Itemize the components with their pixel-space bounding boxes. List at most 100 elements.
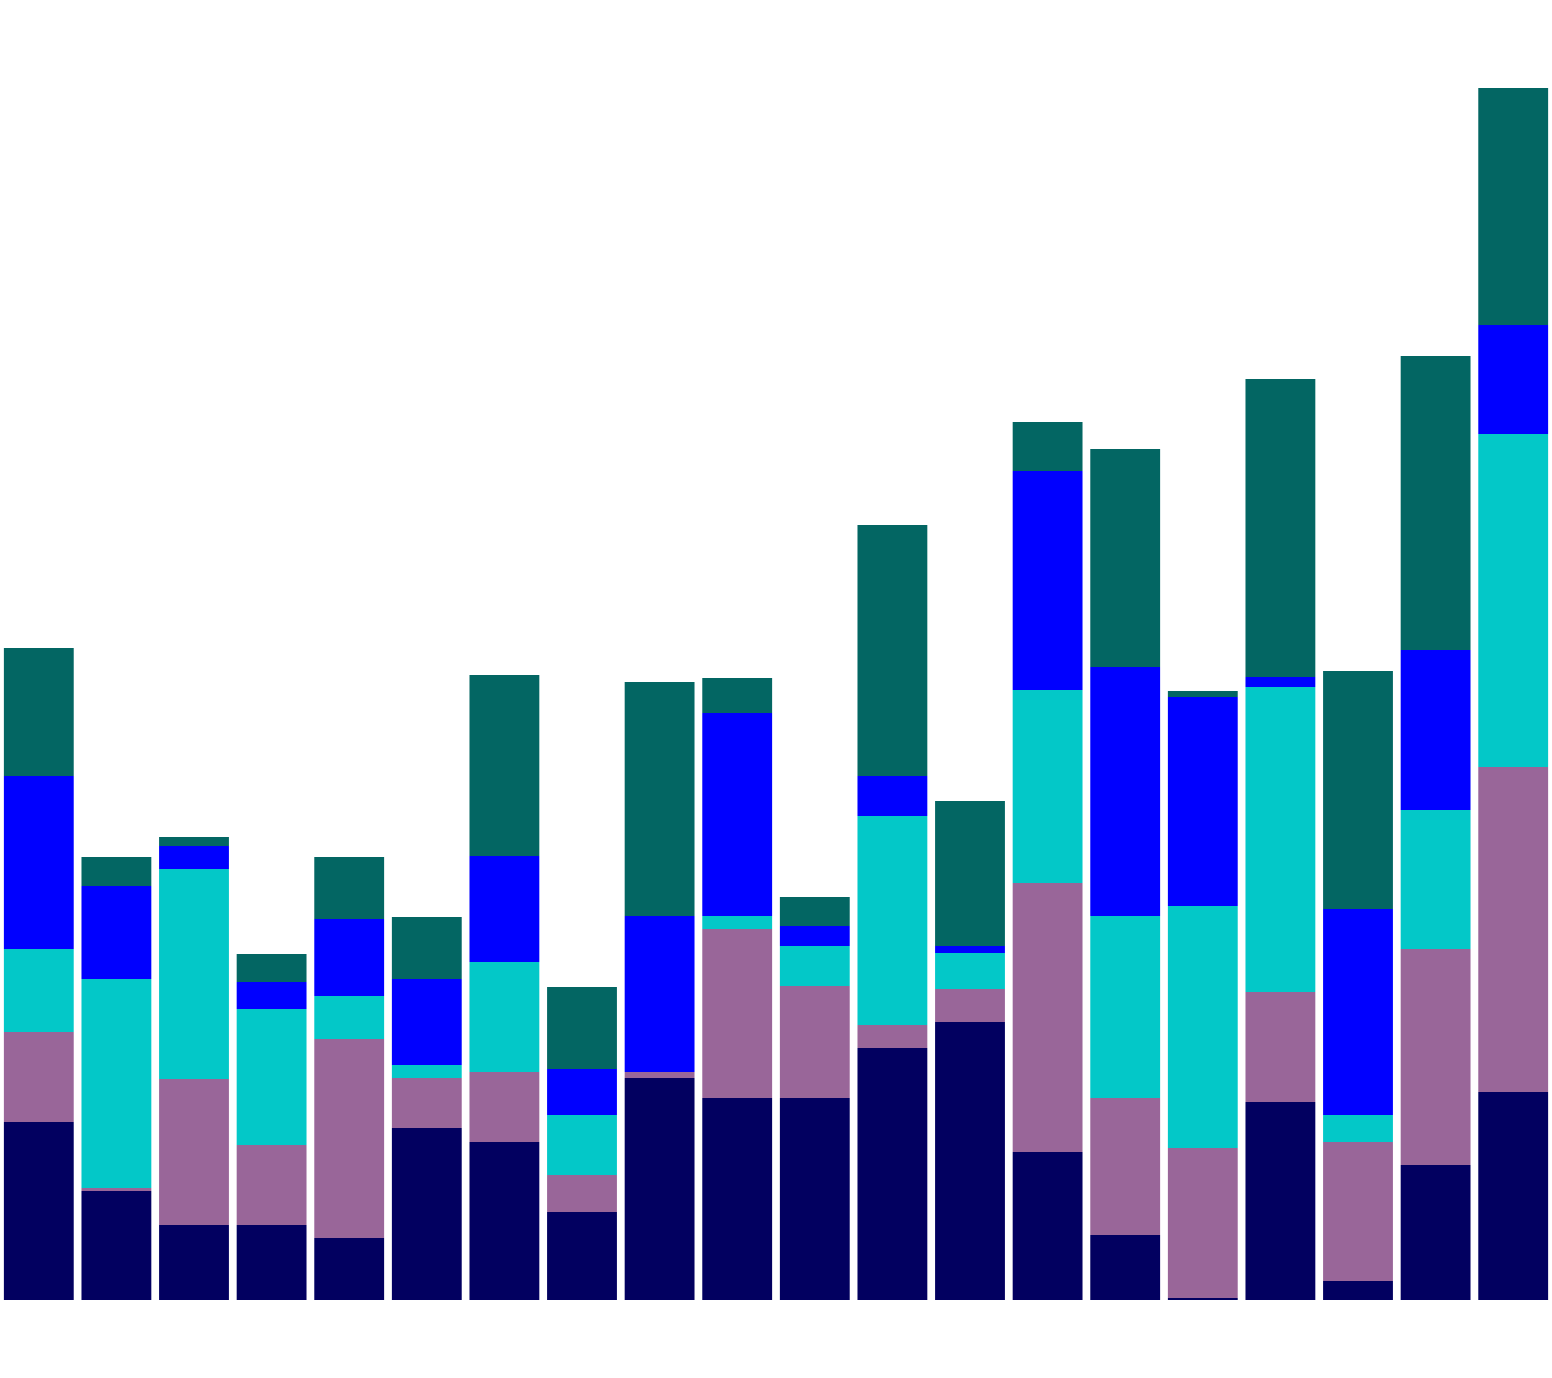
bar-segment (702, 713, 773, 916)
bar-segment (1323, 1115, 1393, 1142)
bar-segment (1400, 1165, 1471, 1300)
bar-segment (1167, 906, 1238, 1148)
bar-segment (935, 953, 1005, 989)
bar-segment (159, 869, 229, 1079)
bar-segment (702, 929, 773, 1098)
bar-segment (81, 1191, 152, 1300)
bar-segment (624, 916, 695, 1072)
bar-segment (702, 678, 773, 713)
bar-segment (1245, 1102, 1316, 1300)
bar-segment (314, 996, 385, 1039)
bar-segment (81, 886, 152, 979)
bar-segment (935, 801, 1005, 946)
bar-segment (779, 926, 850, 946)
bar-segment (1400, 356, 1471, 650)
bar-segment (469, 675, 540, 856)
bar-segment (1478, 1092, 1549, 1300)
bar-segment (1245, 992, 1316, 1102)
bar-segment (314, 919, 385, 996)
bar-segment (857, 1048, 928, 1300)
bar-segment (469, 1072, 540, 1142)
bar-segment (391, 917, 462, 979)
bar-segment (391, 979, 462, 1065)
bar-segment (1090, 1235, 1161, 1300)
bar-segment (1012, 690, 1083, 883)
bar-segment (1400, 949, 1471, 1165)
bar-segment (314, 1039, 385, 1238)
bar-segment (547, 1115, 617, 1175)
bar-segment (547, 1069, 617, 1115)
bar-segment (81, 979, 152, 1188)
bar-segment (159, 837, 229, 846)
bar-segment (469, 856, 540, 962)
bar-segment (236, 1225, 307, 1300)
bar-segment (1323, 1281, 1393, 1300)
bar-segment (3, 1032, 74, 1122)
bar-segment (547, 987, 617, 1069)
bar-segment (314, 857, 385, 919)
bar-segment (1478, 88, 1549, 325)
bar-segment (547, 1175, 617, 1212)
bar-segment (236, 1009, 307, 1145)
bar-segment (314, 1238, 385, 1300)
bar-segment (391, 1128, 462, 1300)
bar-segment (624, 1078, 695, 1300)
bar-segment (236, 954, 307, 982)
bar-segment (857, 1025, 928, 1048)
bar-segment (391, 1078, 462, 1128)
bar-segment (1090, 916, 1161, 1098)
bar-segment (3, 949, 74, 1032)
bar-segment (1090, 667, 1161, 916)
bar-segment (1400, 810, 1471, 949)
bar-segment (1167, 1298, 1238, 1300)
bar-segment (935, 989, 1005, 1022)
bar-segment (391, 1065, 462, 1078)
bar-segment (1245, 379, 1316, 677)
bar-segment (702, 1098, 773, 1300)
bar-segment (935, 946, 1005, 953)
bar-segment (1012, 422, 1083, 471)
bar-segment (779, 1098, 850, 1300)
bar-segment (624, 1072, 695, 1078)
bar-segment (1400, 650, 1471, 810)
bar-segment (1478, 767, 1549, 1092)
bar-segment (1167, 691, 1238, 697)
bar-segment (1012, 883, 1083, 1152)
bar-segment (3, 1122, 74, 1300)
bar-segment (1478, 325, 1549, 434)
bar-segment (935, 1022, 1005, 1300)
bar-segment (1323, 671, 1393, 909)
bar-segment (3, 648, 74, 776)
bar-segment (1167, 697, 1238, 906)
bar-segment (1245, 677, 1316, 687)
bar-segment (1323, 1142, 1393, 1281)
bar-segment (779, 986, 850, 1098)
bar-segment (779, 946, 850, 986)
bar-segment (547, 1212, 617, 1300)
bar-segment (1245, 687, 1316, 992)
bar-segment (779, 897, 850, 926)
bar-segment (159, 1225, 229, 1300)
bar-segment (1478, 434, 1549, 767)
bar-segment (1090, 1098, 1161, 1235)
bar-segment (81, 857, 152, 886)
bar-segment (469, 962, 540, 1072)
bar-segment (624, 682, 695, 916)
bar-segment (1323, 909, 1393, 1115)
bar-segment (702, 916, 773, 929)
bar-segment (3, 776, 74, 949)
bar-segment (1012, 471, 1083, 690)
bar-segment (236, 982, 307, 1009)
bar-segment (81, 1188, 152, 1191)
bar-segment (1167, 1148, 1238, 1298)
bar-segment (857, 816, 928, 1025)
bar-segment (1012, 1152, 1083, 1300)
bar-segment (469, 1142, 540, 1300)
bar-segment (159, 846, 229, 869)
bar-segment (236, 1145, 307, 1225)
bar-segment (1090, 449, 1161, 667)
bar-segment (159, 1079, 229, 1225)
bar-segment (857, 525, 928, 776)
